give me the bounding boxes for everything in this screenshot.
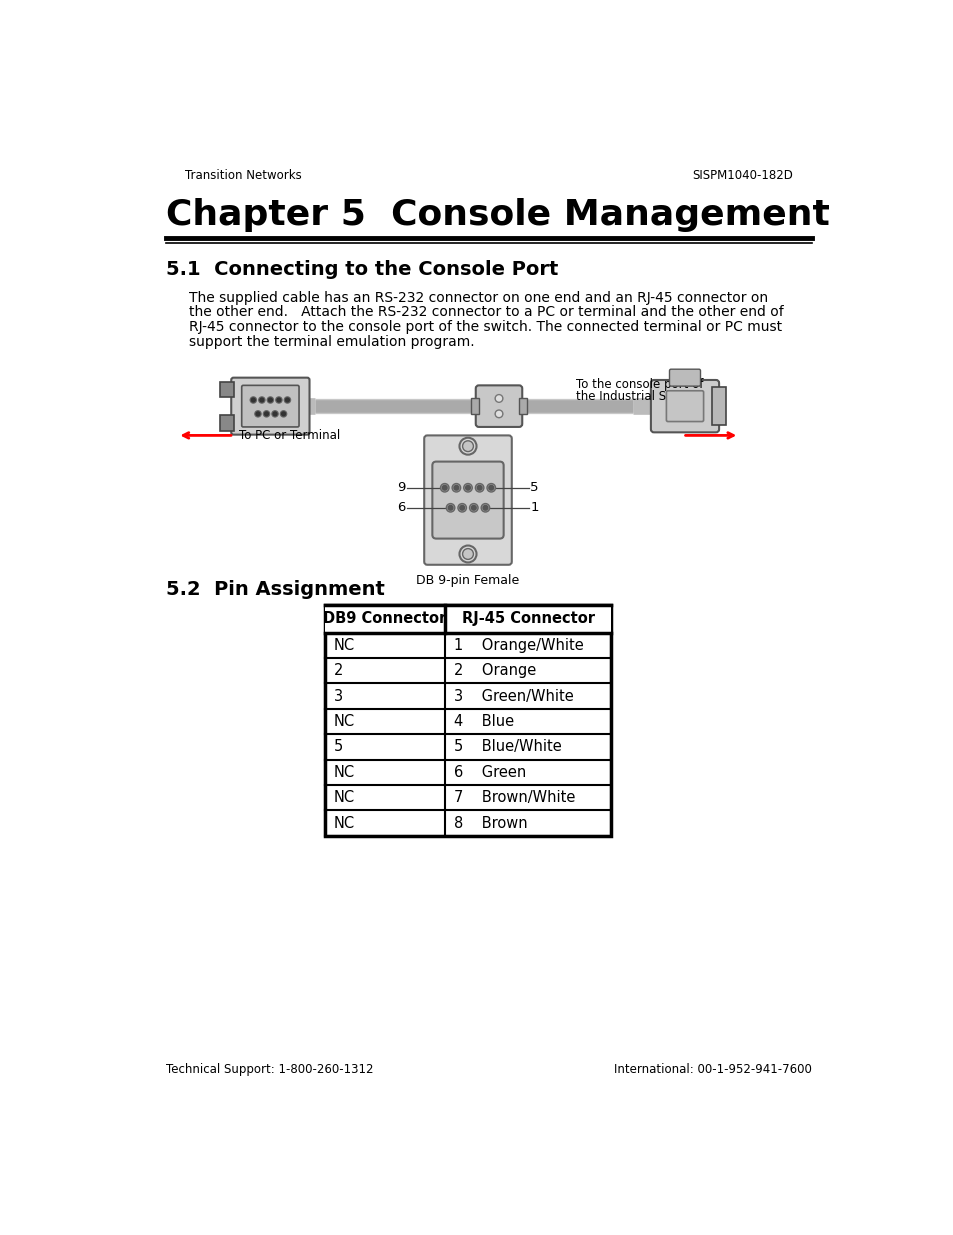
- Circle shape: [264, 412, 268, 416]
- Circle shape: [440, 484, 449, 492]
- Circle shape: [480, 504, 489, 513]
- Circle shape: [462, 548, 473, 559]
- Circle shape: [488, 485, 493, 490]
- Text: Transition Networks: Transition Networks: [185, 169, 301, 182]
- Circle shape: [273, 412, 276, 416]
- Text: the other end.   Attach the RS-232 connector to a PC or terminal and the other e: the other end. Attach the RS-232 connect…: [189, 305, 783, 320]
- Circle shape: [497, 411, 500, 416]
- FancyBboxPatch shape: [231, 378, 309, 435]
- Circle shape: [252, 398, 255, 401]
- Circle shape: [281, 412, 285, 416]
- Circle shape: [448, 505, 453, 510]
- Text: SISPM1040-182D: SISPM1040-182D: [691, 169, 792, 182]
- Text: 1: 1: [530, 501, 538, 514]
- Text: RJ-45 Connector: RJ-45 Connector: [461, 611, 594, 626]
- Circle shape: [454, 485, 458, 490]
- Circle shape: [465, 485, 470, 490]
- Text: Chapter 5  Console Management: Chapter 5 Console Management: [166, 199, 829, 232]
- Circle shape: [471, 505, 476, 510]
- Text: 9: 9: [396, 482, 405, 494]
- Text: RJ-45 connector to the console port of the switch. The connected terminal or PC : RJ-45 connector to the console port of t…: [189, 320, 781, 333]
- Circle shape: [475, 484, 483, 492]
- Circle shape: [459, 437, 476, 454]
- Circle shape: [463, 484, 472, 492]
- Text: Technical Support: 1-800-260-1312: Technical Support: 1-800-260-1312: [166, 1063, 373, 1077]
- Circle shape: [268, 398, 272, 401]
- Circle shape: [255, 412, 259, 416]
- FancyBboxPatch shape: [476, 385, 521, 427]
- Text: the Industrial Switch: the Industrial Switch: [576, 390, 698, 404]
- Bar: [324, 605, 611, 632]
- Text: DB9 Connector: DB9 Connector: [323, 611, 446, 626]
- Circle shape: [457, 504, 466, 513]
- FancyBboxPatch shape: [424, 436, 511, 564]
- Text: 3: 3: [334, 689, 343, 704]
- Circle shape: [459, 505, 464, 510]
- Text: 6    Green: 6 Green: [454, 764, 526, 779]
- Text: 7    Brown/White: 7 Brown/White: [454, 790, 575, 805]
- Circle shape: [259, 398, 264, 401]
- Circle shape: [250, 396, 256, 403]
- FancyBboxPatch shape: [669, 369, 700, 387]
- Circle shape: [254, 411, 261, 417]
- Circle shape: [476, 485, 481, 490]
- Text: NC: NC: [334, 714, 355, 729]
- Text: 5: 5: [334, 740, 343, 755]
- Text: 3    Green/White: 3 Green/White: [454, 689, 573, 704]
- FancyBboxPatch shape: [241, 385, 298, 427]
- FancyBboxPatch shape: [650, 380, 719, 432]
- Circle shape: [263, 411, 270, 417]
- Circle shape: [285, 398, 289, 401]
- Circle shape: [497, 396, 500, 401]
- Text: 1    Orange/White: 1 Orange/White: [454, 637, 583, 653]
- Bar: [324, 605, 611, 836]
- Text: DB 9-pin Female: DB 9-pin Female: [416, 574, 519, 587]
- Text: NC: NC: [334, 764, 355, 779]
- Text: 2: 2: [334, 663, 343, 678]
- Text: International: 00-1-952-941-7600: International: 00-1-952-941-7600: [614, 1063, 811, 1077]
- Circle shape: [469, 504, 477, 513]
- Text: support the terminal emulation program.: support the terminal emulation program.: [189, 335, 475, 348]
- Circle shape: [258, 396, 265, 403]
- Circle shape: [275, 396, 282, 403]
- Circle shape: [452, 484, 460, 492]
- Circle shape: [446, 504, 455, 513]
- Text: The supplied cable has an RS-232 connector on one end and an RJ-45 connector on: The supplied cable has an RS-232 connect…: [189, 290, 767, 305]
- Bar: [711, 387, 725, 425]
- Text: 5    Blue/White: 5 Blue/White: [454, 740, 561, 755]
- Circle shape: [272, 411, 278, 417]
- Text: 5: 5: [530, 482, 538, 494]
- Circle shape: [442, 485, 447, 490]
- Text: 5.2  Pin Assignment: 5.2 Pin Assignment: [166, 580, 384, 599]
- Text: 8    Brown: 8 Brown: [454, 815, 527, 831]
- Circle shape: [495, 395, 502, 403]
- Circle shape: [482, 505, 487, 510]
- Text: NC: NC: [334, 815, 355, 831]
- Circle shape: [459, 546, 476, 562]
- Bar: [471, 399, 478, 414]
- Circle shape: [267, 396, 274, 403]
- Circle shape: [486, 484, 495, 492]
- Bar: [219, 382, 233, 396]
- Text: 5.1  Connecting to the Console Port: 5.1 Connecting to the Console Port: [166, 259, 558, 279]
- Circle shape: [280, 411, 286, 417]
- FancyBboxPatch shape: [432, 462, 503, 538]
- Circle shape: [276, 398, 280, 401]
- Circle shape: [462, 441, 473, 452]
- Text: To the console port of: To the console port of: [576, 378, 703, 391]
- Circle shape: [495, 410, 502, 417]
- FancyBboxPatch shape: [666, 390, 703, 421]
- Text: NC: NC: [334, 637, 355, 653]
- Bar: [518, 399, 526, 414]
- Bar: [219, 415, 233, 431]
- Text: NC: NC: [334, 790, 355, 805]
- Text: To PC or Terminal: To PC or Terminal: [239, 429, 340, 442]
- Text: 2    Orange: 2 Orange: [454, 663, 536, 678]
- Text: 6: 6: [396, 501, 405, 514]
- Circle shape: [284, 396, 291, 403]
- Text: 4    Blue: 4 Blue: [454, 714, 514, 729]
